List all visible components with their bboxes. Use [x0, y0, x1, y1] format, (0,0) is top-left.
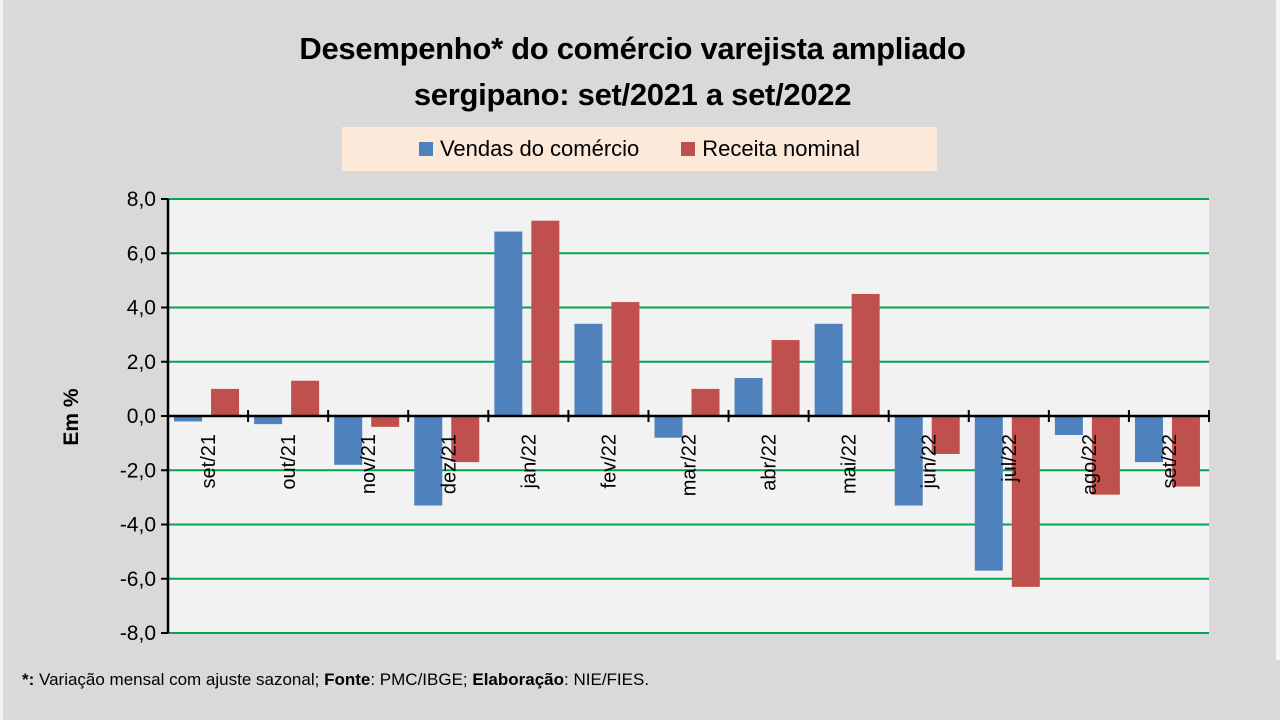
footer-source: : PMC/IBGE; — [370, 670, 473, 689]
footer-author-label: Elaboração — [472, 670, 565, 689]
footer-source-label: Fonte — [324, 670, 371, 689]
x-tick-label: jun/22 — [919, 434, 941, 490]
bar-vendas — [894, 416, 923, 506]
footer-author: : NIE/FIES. — [564, 670, 650, 689]
legend-swatch-receita — [681, 142, 696, 156]
bars — [174, 220, 1200, 587]
y-tick-label: -8,0 — [120, 622, 156, 645]
x-tick-label: out/21 — [278, 434, 300, 490]
bar-receita — [531, 220, 560, 416]
y-axis-label: Em % — [60, 388, 83, 446]
x-tick-labels: set/21 out/21 nov/21 dez/21 jan/22 fev/22 mar/… — [198, 434, 1181, 496]
x-tick-label: jan/22 — [518, 434, 540, 490]
x-tick-label: ago/22 — [1079, 434, 1101, 495]
bar-receita — [691, 388, 720, 416]
bar-receita — [451, 416, 480, 463]
x-tick-label: nov/21 — [358, 434, 380, 494]
axes — [161, 198, 1210, 634]
x-tick-label: abr/22 — [759, 434, 781, 491]
bar-vendas — [574, 323, 603, 416]
y-tick-label: 2,0 — [127, 351, 156, 374]
y-tick-labels: 8,0 6,0 4,0 2,0 0,0 -2,0 -4,0 -6,0 -8,0 — [120, 188, 156, 645]
bar-receita — [371, 416, 400, 427]
bar-vendas — [334, 416, 363, 465]
bar-receita — [931, 416, 960, 454]
bar-vendas — [174, 416, 203, 422]
x-tick-label: set/22 — [1159, 434, 1181, 488]
bar-receita — [211, 388, 240, 416]
bar-receita — [771, 340, 800, 416]
bar-vendas — [254, 416, 283, 425]
footer-asterisk: *: — [22, 670, 35, 689]
x-tick-label: mar/22 — [679, 434, 701, 496]
x-tick-label: mai/22 — [839, 434, 861, 494]
y-tick-label: -4,0 — [120, 514, 156, 537]
bar-vendas — [414, 416, 443, 506]
bar-receita — [291, 380, 320, 416]
legend-item-vendas: Vendas do comércio — [418, 136, 640, 162]
y-tick-label: 4,0 — [127, 297, 156, 320]
bar-vendas — [1054, 416, 1083, 435]
bar-receita — [1011, 416, 1040, 587]
legend-label-receita: Receita nominal — [702, 136, 861, 161]
bar-vendas — [814, 323, 843, 416]
bar-receita — [1171, 416, 1200, 487]
legend-item-receita: Receita nominal — [681, 136, 860, 162]
bar-vendas — [1134, 416, 1163, 463]
chart-title: Desempenho* do comércio varejista amplia… — [0, 26, 1265, 118]
legend-label-vendas: Vendas do comércio — [439, 136, 640, 161]
right-edge — [1276, 0, 1280, 660]
y-tick-label: 8,0 — [127, 188, 156, 211]
x-tick-label: set/21 — [198, 434, 220, 488]
bar-receita — [1091, 416, 1120, 495]
bar-vendas — [494, 231, 523, 416]
legend: Vendas do comércio Receita nominal — [342, 127, 937, 171]
bar-vendas — [734, 378, 763, 416]
left-edge — [0, 0, 3, 720]
chart-title-line-1: Desempenho* do comércio varejista amplia… — [299, 31, 966, 66]
bar-vendas — [654, 416, 683, 438]
y-tick-label: 0,0 — [127, 405, 156, 428]
legend-swatch-vendas — [418, 142, 433, 156]
y-tick-label: 6,0 — [127, 242, 156, 265]
bar-receita — [611, 302, 640, 416]
footer-note-text: Variação mensal com ajuste sazonal; — [34, 670, 325, 689]
bar-receita — [851, 293, 880, 416]
y-tick-label: -6,0 — [120, 568, 156, 591]
chart-title-line-2: sergipano: set/2021 a set/2022 — [413, 77, 852, 112]
y-tick-label: -2,0 — [120, 459, 156, 482]
bar-vendas — [974, 416, 1003, 571]
x-tick-label: dez/21 — [438, 434, 460, 494]
x-tick-label: jul/22 — [999, 434, 1021, 483]
footer-note: *: Variação mensal com ajuste sazonal; F… — [22, 670, 649, 690]
x-tick-label: fev/22 — [598, 434, 620, 488]
